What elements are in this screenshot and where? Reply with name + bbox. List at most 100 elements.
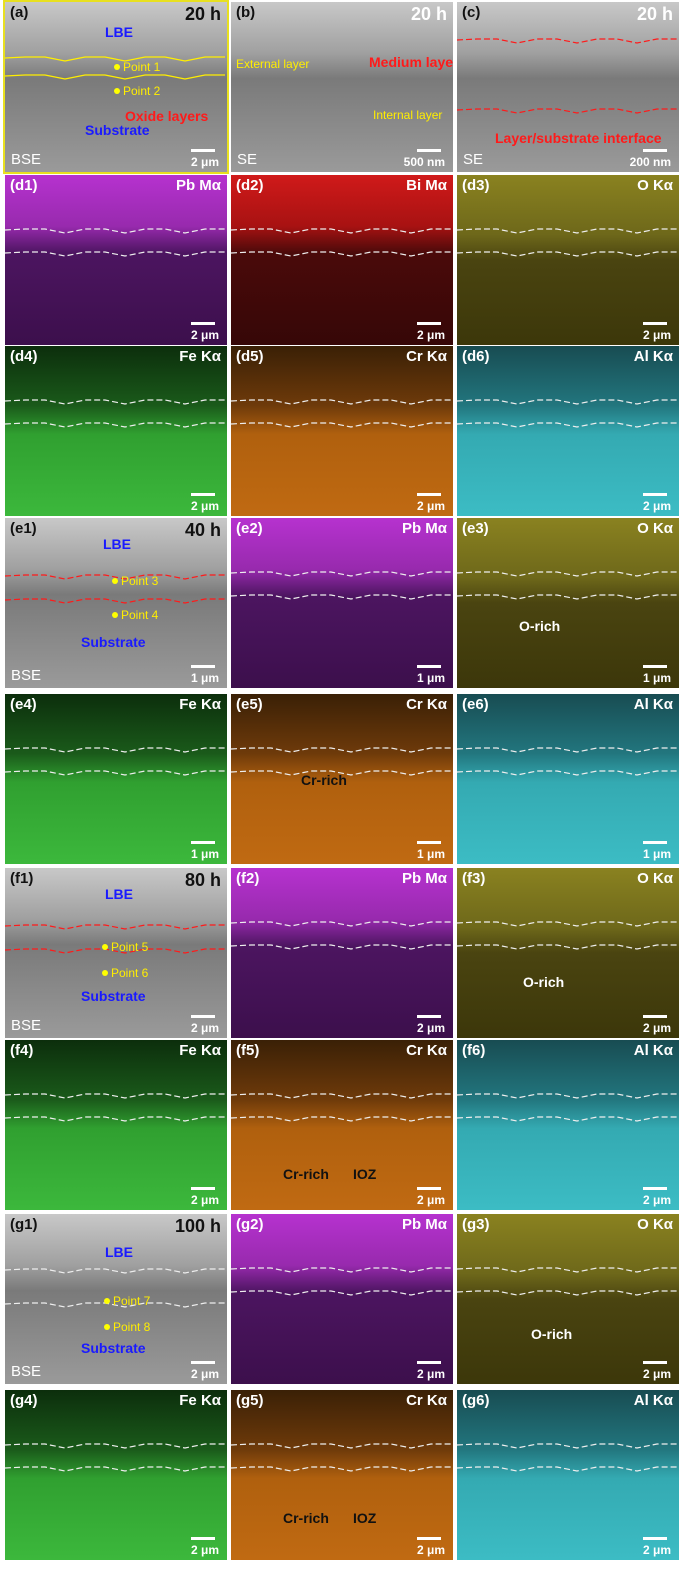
scale-bar	[417, 1537, 441, 1540]
boundary	[457, 251, 677, 257]
panel: (e5) Cr Kα 1 μm Cr-rich	[231, 694, 453, 864]
boundary	[457, 422, 677, 428]
annotation: Layer/substrate interface	[495, 130, 662, 146]
annotation: Point 7	[113, 1294, 151, 1308]
panel-tag: 100 h	[174, 1216, 221, 1236]
scale-label: 2 μm	[416, 1193, 445, 1207]
boundary	[5, 422, 225, 428]
panel: (g3) O Kα 2 μm O-rich	[457, 1214, 679, 1384]
annotation: Point 3	[121, 574, 159, 588]
boundary	[457, 1267, 677, 1273]
layer-lines	[231, 747, 451, 776]
point-marker	[102, 944, 108, 950]
point-marker	[104, 1298, 110, 1304]
panel-tag: Pb Mα	[401, 1216, 447, 1233]
annotation: Cr-rich	[283, 1510, 329, 1526]
panel-label: (f2)	[236, 870, 260, 887]
layer-lines	[457, 228, 677, 257]
boundary	[457, 108, 677, 114]
annotation: O-rich	[523, 974, 565, 990]
scale-bar	[417, 1015, 441, 1018]
scale-label: 1 μm	[642, 847, 671, 861]
panel-tag: O Kα	[637, 520, 673, 537]
annotation: Substrate	[85, 122, 150, 138]
panel-tag: 20 h	[410, 4, 447, 24]
panel-tag: Al Kα	[633, 348, 673, 365]
annotation: Medium layer	[369, 54, 453, 70]
panel: (f2) Pb Mα 2 μm	[231, 868, 453, 1038]
scale-label: 1 μm	[642, 671, 671, 685]
boundary	[231, 1466, 451, 1472]
layer-lines	[457, 399, 677, 428]
boundary	[457, 399, 677, 405]
boundary	[231, 422, 451, 428]
layer-lines	[457, 921, 677, 950]
boundary	[457, 770, 677, 776]
scale-label: 200 nm	[629, 155, 671, 169]
boundary	[5, 399, 225, 405]
scale-bar	[191, 149, 215, 152]
scale-label: 1 μm	[416, 847, 445, 861]
boundary	[5, 948, 225, 954]
boundary	[5, 924, 225, 930]
annotation: Point 6	[111, 966, 149, 980]
scale-label: 2 μm	[190, 155, 219, 169]
boundary	[5, 1093, 225, 1099]
panel-tag: Fe Kα	[179, 696, 221, 713]
panel: (a) 20 h BSE 2 μm LBE Point 1 Point 2 Oxide lay…	[3, 0, 229, 174]
annotation: Point 1	[123, 60, 161, 74]
panel: (f5) Cr Kα 2 μm Cr-rich IOZ	[231, 1040, 453, 1210]
scale-bar	[417, 1361, 441, 1364]
scale-label: 2 μm	[190, 1193, 219, 1207]
boundary	[5, 74, 225, 80]
panel: (g5) Cr Kα 2 μm Cr-rich IOZ	[231, 1390, 453, 1560]
boundary	[5, 1466, 225, 1472]
boundary	[231, 399, 451, 405]
point-marker	[104, 1324, 110, 1330]
layer-lines	[231, 1093, 451, 1122]
scale-label: 500 nm	[403, 155, 445, 169]
boundary	[5, 1302, 225, 1308]
scale-bar	[417, 149, 441, 152]
boundary	[231, 1443, 451, 1449]
scale-bar	[643, 841, 667, 844]
panel-label: (a)	[10, 4, 29, 21]
panel: (f4) Fe Kα 2 μm	[5, 1040, 227, 1210]
boundary	[5, 228, 225, 234]
panel: (e6) Al Kα 1 μm	[457, 694, 679, 864]
boundary	[5, 1116, 225, 1122]
panel-label: (g3)	[462, 1216, 490, 1233]
boundary	[231, 1290, 451, 1296]
layer-lines	[457, 38, 677, 114]
panel: (d3) O Kα 2 μm	[457, 175, 679, 345]
scale-bar	[417, 322, 441, 325]
panel-label: (e2)	[236, 520, 263, 537]
panel-tag: O Kα	[637, 177, 673, 194]
panel: (g6) Al Kα 2 μm	[457, 1390, 679, 1560]
panel-tag: Pb Mα	[401, 520, 447, 537]
panel: (g1) 100 h BSE 2 μm LBE Point 7 Point 8 Substra…	[5, 1214, 227, 1384]
layer-lines	[5, 399, 225, 428]
annotation: LBE	[105, 886, 133, 902]
panel-tag: Pb Mα	[401, 870, 447, 887]
boundary	[457, 594, 677, 600]
panel: (d6) Al Kα 2 μm	[457, 346, 679, 516]
panel-label: (f1)	[10, 870, 34, 887]
panel-tag: Cr Kα	[406, 348, 447, 365]
scale-bar	[191, 1361, 215, 1364]
boundary	[5, 1268, 225, 1274]
panel-tag: Bi Mα	[406, 177, 447, 194]
panel: (g2) Pb Mα 2 μm	[231, 1214, 453, 1384]
layer-lines	[231, 921, 451, 950]
scale-label: 2 μm	[642, 1543, 671, 1557]
boundary	[457, 38, 677, 44]
scale-label: 2 μm	[416, 328, 445, 342]
layer-lines	[457, 1267, 677, 1296]
annotation: LBE	[103, 536, 131, 552]
panel-tag: 40 h	[184, 520, 221, 540]
scale-bar	[643, 1537, 667, 1540]
boundary	[457, 1466, 677, 1472]
scale-label: 2 μm	[190, 1543, 219, 1557]
point-marker	[112, 612, 118, 618]
panel-tag: Al Kα	[633, 1042, 673, 1059]
